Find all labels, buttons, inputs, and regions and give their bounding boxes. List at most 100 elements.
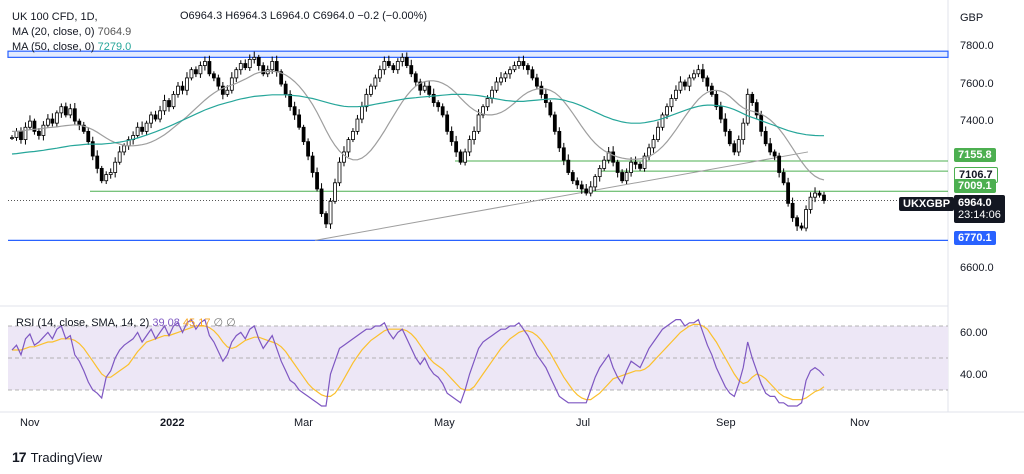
candle-body-79: [364, 93, 369, 108]
candle-body-180: [817, 192, 822, 196]
candle-body-164: [745, 93, 750, 124]
candle-body-73: [337, 161, 342, 184]
candle-body-113: [517, 61, 521, 66]
candle-body-176: [799, 225, 804, 229]
rsi-label: RSI (14, close, SMA, 14, 2): [16, 317, 150, 329]
candle-body-25: [122, 145, 127, 153]
candle-body-157: [714, 93, 719, 108]
candle-body-19: [95, 155, 100, 169]
candle-body-40: [189, 69, 194, 79]
candle-body-44: [207, 61, 212, 75]
candle-body-178: [808, 196, 813, 210]
candle-body-109: [499, 77, 503, 83]
candle-body-130: [593, 176, 598, 188]
candle-body-161: [732, 143, 737, 153]
candle-body-90: [413, 73, 418, 83]
candle-body-111: [508, 69, 512, 75]
candle-body-172: [781, 172, 786, 184]
candle-body-51: [238, 63, 243, 71]
candle-body-150: [683, 81, 687, 87]
candle-body-171: [777, 155, 782, 173]
currency-label: GBP: [960, 12, 984, 24]
candle-body-145: [660, 114, 665, 128]
tradingview-logo[interactable]: 17 TradingView: [12, 449, 102, 465]
candle-body-141: [642, 155, 647, 169]
candle-body-93: [427, 85, 432, 95]
candle-body-42: [198, 65, 203, 75]
symbol-line: UK 100 CFD, 1D,: [12, 11, 98, 23]
price-tick-6600: 6600.0: [960, 262, 994, 274]
candle-body-52: [243, 63, 248, 69]
candle-body-61: [283, 83, 288, 95]
candle-body-88: [404, 56, 409, 66]
candle-body-12: [63, 106, 68, 116]
candle-body-81: [373, 77, 378, 87]
candle-body-125: [570, 172, 575, 182]
candle-body-60: [279, 71, 284, 85]
price-series: [7, 50, 949, 241]
candle-body-58: [270, 61, 275, 71]
candle-body-99: [454, 141, 459, 153]
candle-body-7: [41, 124, 46, 136]
candle-body-77: [355, 118, 360, 132]
candle-body-23: [113, 161, 118, 173]
candle-body-94: [431, 93, 436, 103]
candle-body-148: [674, 89, 678, 99]
candle-body-139: [633, 161, 638, 165]
candle-body-80: [368, 85, 373, 95]
candle-body-104: [476, 114, 481, 132]
candle-body-71: [328, 200, 333, 225]
rsi-tick-60: 60.00: [960, 327, 988, 339]
candle-body-87: [400, 56, 405, 62]
candle-body-144: [656, 126, 660, 141]
candle-body-102: [467, 139, 472, 153]
candle-body-138: [629, 161, 633, 173]
candle-body-1: [14, 130, 19, 138]
candle-body-22: [108, 172, 113, 175]
ma20-value: 7064.9: [97, 26, 132, 38]
support-tag: 6770.1: [954, 231, 996, 245]
candle-body-18: [90, 141, 95, 157]
candle-body-56: [261, 65, 266, 75]
candle-body-112: [512, 65, 517, 71]
price-tick-7800: 7800.0: [960, 40, 994, 52]
candle-body-95: [436, 102, 441, 108]
candle-body-65: [301, 126, 306, 143]
candle-body-4: [28, 120, 32, 128]
candle-body-55: [256, 56, 261, 66]
x-tick-nov-2: Nov: [850, 417, 870, 429]
candle-body-35: [167, 100, 171, 108]
x-tick-jul: Jul: [576, 417, 591, 429]
candle-body-100: [458, 151, 463, 163]
candle-body-97: [445, 114, 450, 132]
candle-body-134: [611, 151, 616, 163]
candle-body-10: [54, 112, 59, 124]
ma50-value: 7279.0: [97, 41, 132, 53]
symbol-tag: UKXGBP: [899, 197, 955, 211]
candle-body-128: [584, 188, 589, 194]
rsi-value: 39.08: [152, 317, 180, 329]
candle-body-155: [705, 77, 710, 87]
last-price-value: 6964.0: [958, 197, 992, 209]
candle-body-86: [395, 61, 400, 71]
candle-body-68: [315, 172, 319, 190]
candle-body-108: [494, 81, 499, 91]
candle-body-72: [333, 182, 337, 202]
candle-body-5: [32, 120, 37, 132]
candle-body-32: [153, 114, 158, 120]
chart-legend: UK 100 CFD, 1D, MA (20, close, 0) 7064.9…: [12, 10, 131, 55]
candle-body-129: [588, 186, 593, 194]
candle-body-132: [602, 159, 607, 169]
rsi-tick-40: 40.00: [960, 369, 988, 381]
candle-body-177: [804, 209, 808, 229]
ma50-label: MA (50, close, 0): [12, 41, 95, 53]
candle-body-152: [692, 73, 696, 79]
candle-body-30: [144, 122, 149, 132]
candle-body-24: [117, 151, 122, 163]
tradingview-mark-icon: 17: [12, 449, 27, 465]
candle-body-147: [669, 98, 674, 108]
candle-body-124: [566, 159, 571, 173]
ma50-line: [11, 93, 824, 155]
candle-body-122: [557, 130, 562, 149]
